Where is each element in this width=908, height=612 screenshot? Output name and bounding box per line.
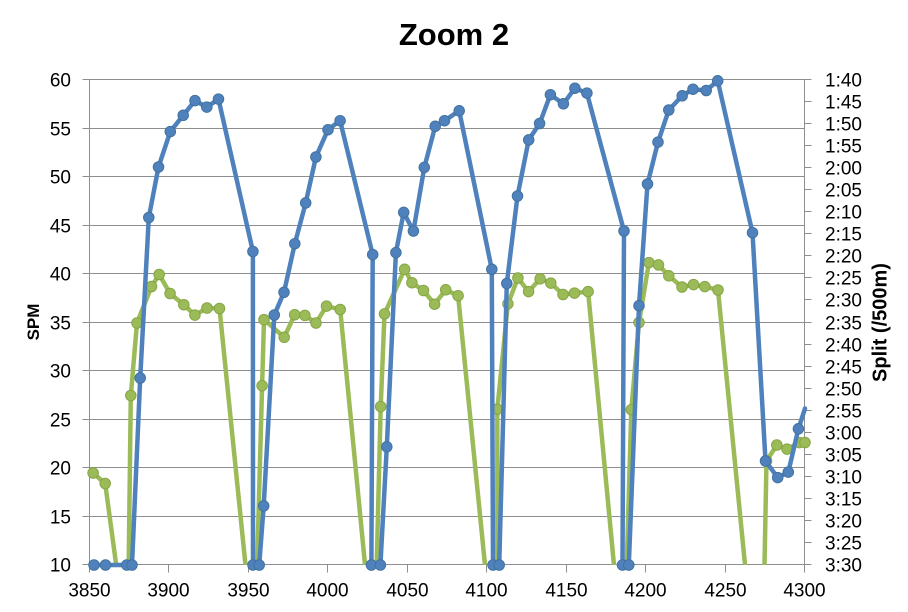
svg-text:SPM: SPM [24, 304, 43, 341]
svg-text:4000: 4000 [306, 581, 348, 602]
svg-text:3:05: 3:05 [825, 445, 862, 466]
svg-text:2:20: 2:20 [825, 246, 862, 267]
svg-text:3:00: 3:00 [825, 423, 862, 444]
svg-text:Split (/500m): Split (/500m) [870, 263, 892, 382]
svg-text:3:30: 3:30 [825, 555, 862, 576]
svg-text:2:15: 2:15 [825, 224, 862, 245]
svg-text:4250: 4250 [704, 581, 746, 602]
svg-text:2:00: 2:00 [825, 158, 862, 179]
svg-text:3:20: 3:20 [825, 511, 862, 532]
svg-text:Zoom 2: Zoom 2 [399, 17, 509, 52]
svg-text:1:50: 1:50 [825, 114, 862, 135]
svg-text:3:25: 3:25 [825, 533, 862, 554]
svg-text:2:25: 2:25 [825, 268, 862, 289]
svg-text:2:30: 2:30 [825, 290, 862, 311]
svg-text:25: 25 [50, 410, 71, 431]
svg-text:4150: 4150 [545, 581, 587, 602]
svg-text:40: 40 [50, 264, 71, 285]
svg-text:1:55: 1:55 [825, 136, 862, 157]
svg-text:3950: 3950 [227, 581, 269, 602]
svg-text:2:40: 2:40 [825, 335, 862, 356]
svg-text:15: 15 [50, 507, 71, 528]
svg-text:35: 35 [50, 313, 71, 334]
svg-text:4300: 4300 [783, 581, 825, 602]
svg-text:2:45: 2:45 [825, 357, 862, 378]
svg-text:4200: 4200 [624, 581, 666, 602]
svg-text:2:55: 2:55 [825, 401, 862, 422]
svg-text:55: 55 [50, 119, 71, 140]
svg-text:3:10: 3:10 [825, 467, 862, 488]
svg-text:2:10: 2:10 [825, 202, 862, 223]
svg-text:60: 60 [50, 70, 71, 91]
svg-text:4050: 4050 [386, 581, 428, 602]
svg-text:3900: 3900 [147, 581, 189, 602]
svg-text:2:35: 2:35 [825, 313, 862, 334]
svg-text:45: 45 [50, 216, 71, 237]
svg-text:10: 10 [50, 555, 71, 576]
svg-text:4100: 4100 [465, 581, 507, 602]
svg-text:20: 20 [50, 458, 71, 479]
svg-text:30: 30 [50, 361, 71, 382]
svg-text:3850: 3850 [68, 581, 110, 602]
svg-text:3:15: 3:15 [825, 489, 862, 510]
svg-text:2:05: 2:05 [825, 180, 862, 201]
svg-text:2:50: 2:50 [825, 379, 862, 400]
svg-text:1:45: 1:45 [825, 92, 862, 113]
svg-text:50: 50 [50, 167, 71, 188]
svg-text:1:40: 1:40 [825, 70, 862, 91]
